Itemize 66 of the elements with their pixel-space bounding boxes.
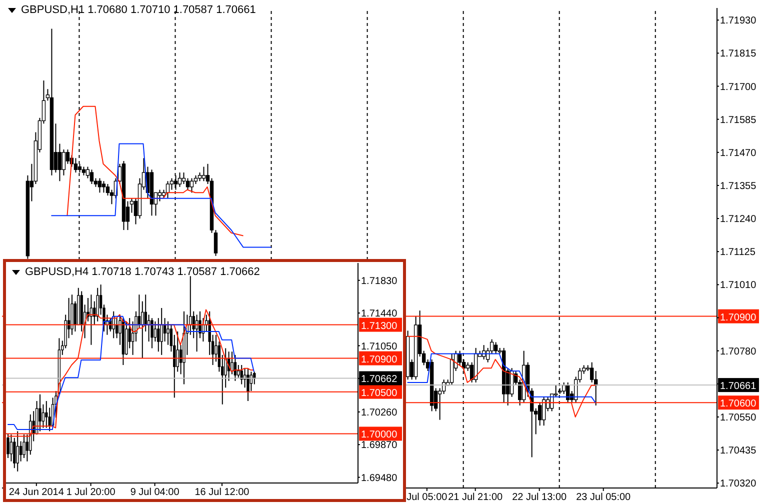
x-tick-label: 16 Jul 12:00 (194, 487, 250, 498)
candlestick (16, 430, 19, 472)
candlestick (90, 169, 94, 185)
x-tick-label: Jul 05:00 (406, 492, 448, 504)
y-tick-label: 1.70550 (720, 412, 757, 424)
y-tick-label: 1.71815 (720, 48, 757, 60)
y-tick-label: 1.71470 (720, 148, 757, 159)
ref-line-label: 1.70600 (720, 398, 757, 410)
y-tick-label: 1.71585 (720, 114, 757, 126)
ref-line-label: 1.70500 (361, 388, 398, 399)
candlestick (10, 434, 13, 462)
y-tick-label: 1.70260 (361, 407, 398, 418)
y-tick-label: 1.70435 (720, 446, 757, 457)
ref-line-label: 1.70662 (361, 374, 398, 386)
line-series (50, 143, 272, 248)
ref-line-label: 1.70000 (361, 430, 398, 441)
candlestick (182, 172, 186, 185)
x-tick-label: 21 Jul 21:00 (448, 492, 504, 504)
candlestick (150, 318, 154, 349)
candlestick (237, 364, 240, 378)
y-tick-label: 1.71050 (361, 341, 398, 352)
y-tick-label: 1.71240 (720, 214, 757, 226)
y-tick-label: 1.69870 (361, 440, 398, 452)
candlestick (42, 404, 45, 428)
y-tick-label: 1.71355 (720, 181, 757, 192)
x-tick-label: 9 Jul 04:00 (130, 487, 180, 498)
candlestick (6, 433, 10, 459)
candlestick (202, 166, 206, 182)
ref-line-label: 1.70900 (720, 312, 757, 324)
y-tick-label: 1.70780 (720, 346, 757, 358)
candlestick (166, 320, 170, 346)
y-tick-label: 1.71010 (720, 280, 757, 292)
y-tick-label: 1.71125 (720, 247, 756, 258)
candlestick (450, 353, 454, 386)
candlestick (166, 180, 170, 199)
candlestick (494, 342, 498, 354)
ref-line-label: 1.70661 (720, 381, 757, 392)
candlestick (230, 351, 234, 375)
candlestick (62, 149, 66, 176)
x-tick-label: 24 Jun 2014 (8, 487, 64, 498)
line-series (66, 106, 244, 236)
y-tick-label: 1.71830 (361, 276, 398, 287)
y-tick-label: 1.70320 (720, 478, 757, 490)
candlestick (158, 189, 162, 202)
candlestick (22, 434, 26, 459)
candlestick (157, 318, 160, 352)
candlestick (19, 440, 22, 462)
candlestick (58, 143, 62, 182)
x-tick-label: 22 Jul 13:00 (512, 492, 568, 504)
y-tick-label: 1.71440 (361, 308, 398, 320)
ref-line-label: 1.71300 (361, 320, 398, 332)
y-tick-label: 1.71700 (720, 82, 757, 93)
candlestick (102, 180, 106, 194)
candlestick (590, 362, 594, 383)
candlestick (178, 172, 182, 188)
ref-line-label: 1.70900 (361, 354, 398, 366)
chart-title: GBPUSD,H4 1.70718 1.70743 1.70587 1.70662 (25, 266, 260, 278)
candlestick (38, 394, 42, 432)
y-tick-label: 1.69480 (361, 472, 398, 484)
chart-title: GBPUSD,H1 1.70680 1.70710 1.70587 1.70661 (21, 4, 256, 16)
candlestick (246, 368, 250, 402)
x-tick-label: 23 Jul 05:00 (576, 492, 632, 504)
candlestick (154, 320, 157, 342)
y-tick-label: 1.71930 (720, 16, 757, 27)
x-tick-label: 1 Jul 20:00 (66, 487, 116, 498)
candlestick (45, 400, 48, 428)
